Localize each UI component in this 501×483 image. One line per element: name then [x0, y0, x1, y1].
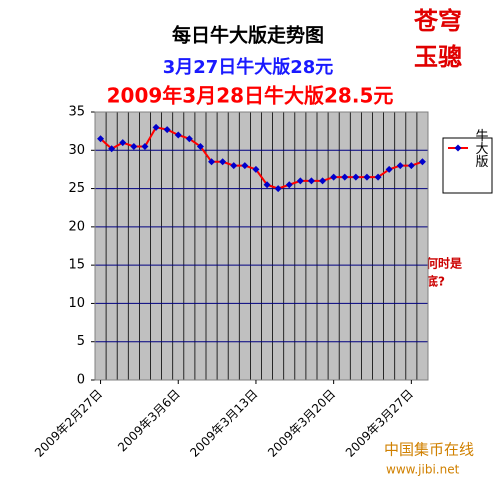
- marker: [185, 135, 193, 143]
- legend-label: 牛大版: [473, 129, 489, 169]
- y-tick-label: 25: [68, 181, 85, 196]
- y-tick-label: 15: [68, 258, 85, 273]
- marker: [108, 145, 116, 153]
- marker: [307, 177, 315, 185]
- marker: [163, 126, 171, 134]
- marker: [252, 165, 260, 173]
- plot-border: [94, 111, 429, 381]
- legend-marker: [454, 144, 462, 152]
- signature: 苍穹: [413, 7, 462, 35]
- annotation: 何时是: [426, 256, 463, 271]
- y-tick-label: 20: [68, 219, 85, 234]
- marker: [97, 135, 105, 143]
- watermark: www.jibi.net: [386, 463, 460, 477]
- y-tick-label: 10: [68, 296, 85, 311]
- marker: [363, 173, 371, 181]
- marker: [141, 142, 149, 150]
- y-tick-label: 0: [77, 373, 85, 388]
- marker: [418, 158, 426, 166]
- signature: 玉骢: [414, 43, 462, 71]
- marker: [274, 185, 282, 193]
- marker: [119, 139, 127, 147]
- marker: [285, 181, 293, 189]
- marker: [230, 162, 238, 170]
- marker: [130, 142, 138, 150]
- marker: [374, 173, 382, 181]
- marker: [196, 142, 204, 150]
- marker: [407, 162, 415, 170]
- marker: [341, 173, 349, 181]
- marker: [152, 123, 160, 131]
- watermark: 中国集币在线: [384, 441, 474, 459]
- chart-subtitle: 2009年3月28日牛大版28.5元: [107, 84, 394, 108]
- y-tick-label: 35: [68, 105, 85, 120]
- marker: [319, 177, 327, 185]
- marker: [396, 162, 404, 170]
- chart-title: 每日牛大版走势图: [172, 24, 324, 47]
- marker: [219, 158, 227, 166]
- marker: [296, 177, 304, 185]
- y-tick-label: 5: [77, 334, 85, 349]
- marker: [385, 165, 393, 173]
- marker: [330, 173, 338, 181]
- marker: [263, 181, 271, 189]
- annotation: 底?: [426, 274, 445, 289]
- y-tick-label: 30: [68, 143, 85, 158]
- chart-subtitle: 3月27日牛大版28元: [163, 56, 334, 78]
- marker: [174, 131, 182, 139]
- marker: [352, 173, 360, 181]
- marker: [208, 158, 216, 166]
- marker: [241, 162, 249, 170]
